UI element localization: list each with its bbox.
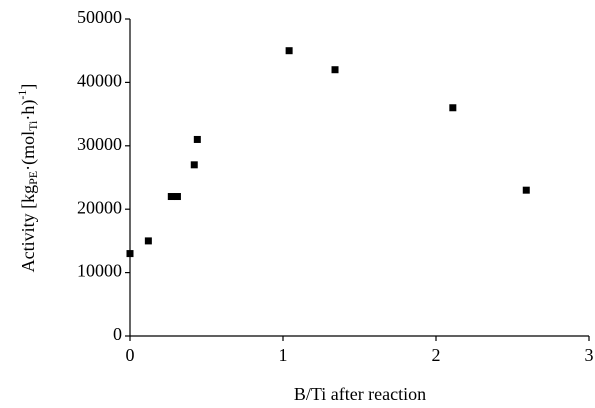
y-label-part: ]	[18, 84, 38, 90]
point	[126, 250, 134, 258]
y-label-sup: -1	[15, 90, 29, 100]
point	[285, 47, 293, 55]
point	[190, 161, 198, 169]
y-tick-label: 50000	[77, 7, 122, 27]
y-tick-label: 30000	[77, 134, 122, 154]
y-label-part: ·h)	[18, 100, 39, 121]
y-tick-label: 40000	[77, 71, 122, 91]
y-tick-label: 20000	[77, 197, 122, 217]
point	[173, 193, 181, 201]
x-tick-label: 2	[432, 345, 441, 365]
point	[144, 237, 152, 245]
x-tick-label: 3	[585, 345, 594, 365]
point	[522, 186, 530, 194]
x-tick-label: 1	[279, 345, 288, 365]
point	[167, 193, 175, 201]
y-tick-label: 0	[113, 324, 122, 344]
y-tick-label: 10000	[77, 261, 122, 281]
point	[331, 66, 339, 74]
y-label-sub: PE	[26, 171, 40, 185]
point	[193, 135, 201, 143]
y-label-part: Activity [kg	[18, 185, 38, 273]
y-label-sub: Ti	[26, 120, 40, 131]
point	[449, 104, 457, 112]
x-tick-label: 0	[126, 345, 135, 365]
x-axis-label: B/Ti after reaction	[294, 384, 426, 404]
y-axis-label: Activity [kgPE·(molTi·h)-1]	[15, 84, 40, 273]
y-label-part: ·(mol	[18, 131, 39, 171]
